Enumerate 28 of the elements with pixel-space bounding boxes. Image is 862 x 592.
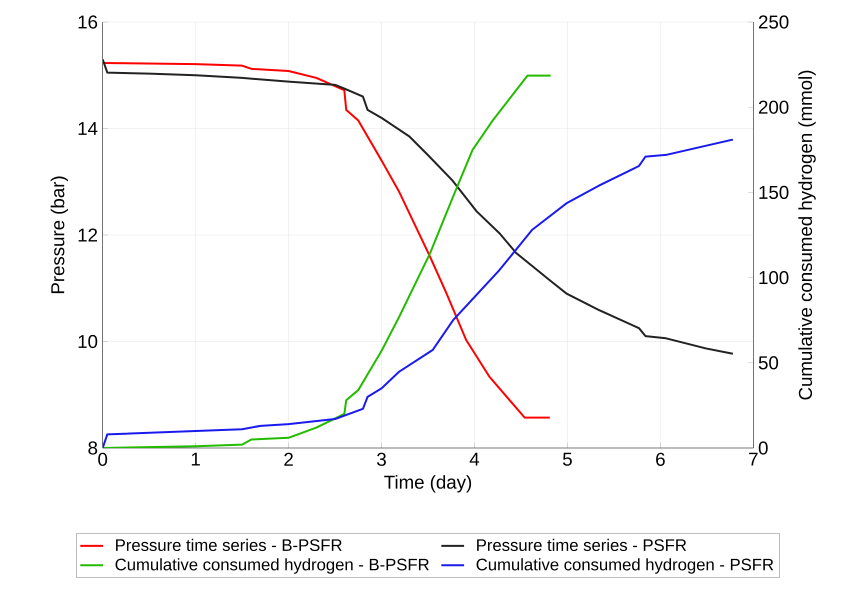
y2-axis-title: Cumulative consumed hydrogen (mmol): [798, 70, 816, 400]
x-tick-label: 2: [284, 452, 293, 466]
y-tick-label: 10: [78, 334, 98, 348]
x-tick-label: 1: [192, 452, 200, 466]
y2-tick-label: 50: [758, 356, 778, 370]
x-tick-label: 7: [749, 452, 758, 466]
y2-tick-label: 0: [758, 441, 768, 455]
y2-tick-label: 200: [758, 100, 788, 114]
y2-tick-label: 100: [759, 270, 788, 284]
x-tick-label: 0: [98, 452, 108, 466]
y-tick-label: 12: [78, 228, 98, 242]
line-series: [102, 58, 734, 355]
x-tick-label: 6: [656, 452, 665, 466]
y-tick-label: 16: [78, 15, 98, 29]
legend-label: Cumulative consumed hydrogen - PSFR: [476, 558, 774, 574]
y-axis-title: Pressure (bar): [50, 176, 68, 294]
legend-label: Cumulative consumed hydrogen - B-PSFR: [116, 558, 429, 574]
x-tick-label: 5: [562, 452, 572, 466]
x-tick-label: 3: [377, 452, 386, 466]
y-tick-label: 8: [88, 441, 98, 455]
y2-tick-label: 250: [758, 15, 788, 29]
y-tick-label: 14: [78, 122, 98, 135]
legend-label: Pressure time series - B-PSFR: [116, 538, 342, 552]
x-tick-label: 4: [470, 452, 480, 466]
y2-tick-label: 150: [759, 186, 788, 200]
legend-label: Pressure time series - PSFR: [477, 538, 686, 552]
line-series: [102, 138, 734, 448]
x-axis-title: Time (day): [384, 475, 472, 492]
